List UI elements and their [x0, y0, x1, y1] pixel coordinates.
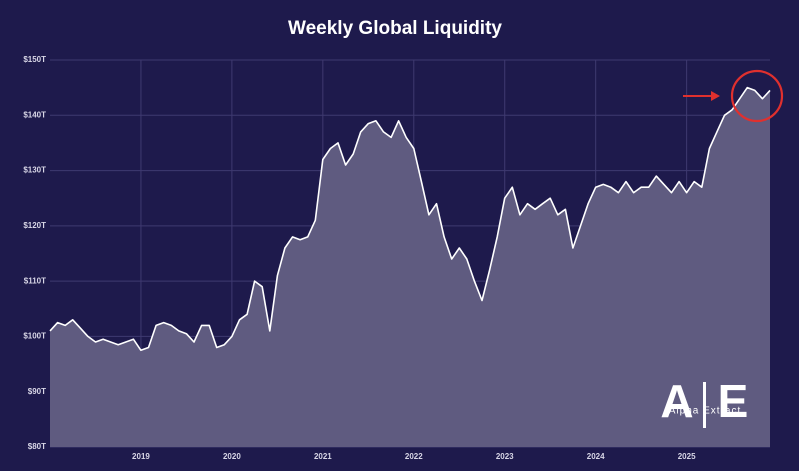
y-tick-label: $140T [23, 110, 46, 119]
x-tick-label: 2022 [405, 452, 423, 461]
logo: A E Alpha Extract [660, 375, 748, 428]
x-tick-label: 2019 [132, 452, 150, 461]
line [49, 86, 771, 352]
area [50, 87, 770, 447]
plot [49, 86, 771, 447]
y-tick-label: $130T [23, 166, 46, 175]
y-tick-label: $150T [23, 55, 46, 64]
x-tick-label: 2023 [496, 452, 514, 461]
logo-name: Alpha Extract [669, 406, 741, 417]
y-tick-label: $90T [28, 387, 46, 396]
y-tick-label: $100T [23, 332, 46, 341]
logo-letter: A [660, 375, 693, 427]
chart-title: Weekly Global Liquidity [288, 18, 502, 39]
x-tick-label: 2021 [314, 452, 332, 461]
logo-letter: E [718, 375, 749, 427]
x-tick-label: 2025 [678, 452, 696, 461]
x-tick-label: 2020 [223, 452, 241, 461]
x-tick-label: 2024 [587, 452, 605, 461]
highlight-circle [730, 69, 784, 123]
y-tick-label: $80T [28, 442, 46, 451]
arrow-head [711, 91, 720, 101]
y-tick-label: $120T [23, 221, 46, 230]
logo-bar [703, 382, 706, 428]
y-tick-label: $110T [24, 276, 46, 285]
annotation [683, 69, 784, 123]
